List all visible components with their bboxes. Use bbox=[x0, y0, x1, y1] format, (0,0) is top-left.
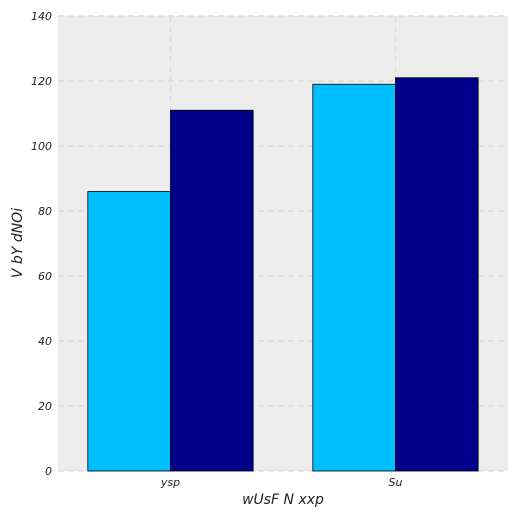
y-tick-label: 140 bbox=[31, 10, 52, 23]
y-tick-label: 100 bbox=[31, 140, 52, 153]
x-axis-label: wUsF N xxp bbox=[242, 492, 324, 508]
y-tick-label: 80 bbox=[38, 205, 52, 218]
y-tick-label: 40 bbox=[38, 335, 52, 348]
bar-series-1-ysp bbox=[87, 191, 171, 472]
x-tick-label: ysp bbox=[160, 476, 180, 489]
bar-series-2-ysp bbox=[170, 109, 254, 472]
x-tick-label: Su bbox=[389, 476, 403, 489]
bar-series-2-Su bbox=[395, 77, 479, 472]
bar-series-1-Su bbox=[312, 83, 396, 472]
y-tick-labels: 0 20 40 60 80 100 120 140 bbox=[31, 10, 52, 478]
y-tick-label: 0 bbox=[45, 465, 52, 478]
y-tick-label: 60 bbox=[38, 270, 52, 283]
y-axis-label: V bY dNOi bbox=[10, 208, 26, 278]
bars bbox=[87, 77, 479, 472]
y-tick-label: 20 bbox=[38, 400, 52, 413]
y-tick-label: 120 bbox=[31, 75, 52, 88]
x-tick-labels: ysp Su bbox=[160, 476, 403, 489]
